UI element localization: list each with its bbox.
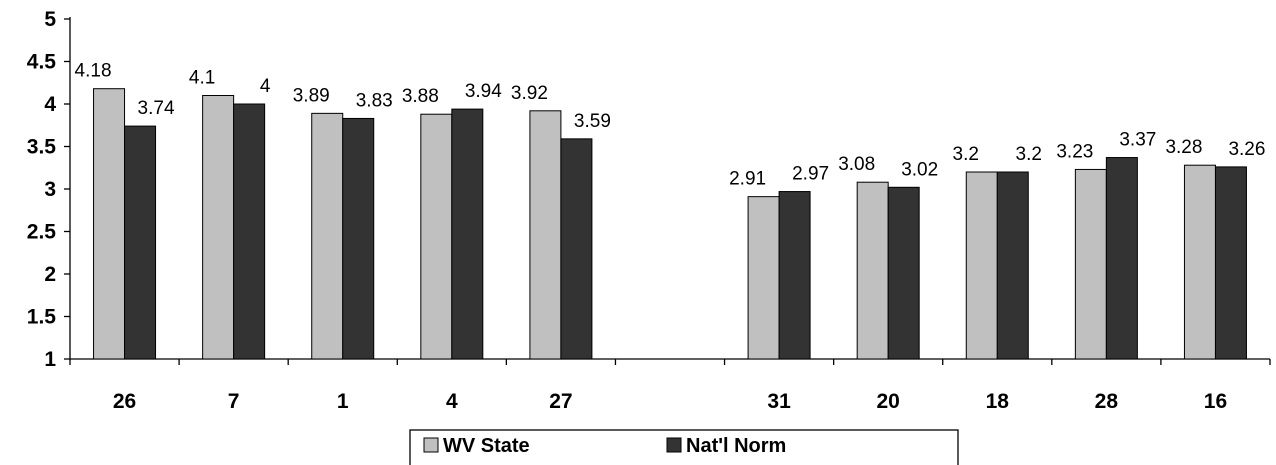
data-labels: 4.18 4.1 3.89 3.88 3.92 2.91 3.08 3.2 3.23 3.28 3.…	[75, 61, 1266, 190]
bar-wv-state	[747, 196, 780, 360]
data-label-nat-l-norm: 2.97	[792, 164, 829, 185]
bar-nat-l-norm	[778, 191, 811, 360]
data-label-wv-state: 3.2	[953, 144, 979, 165]
data-label-wv-state: 4.18	[75, 61, 112, 82]
legend-label-wv-state: WV State	[443, 435, 530, 457]
x-tick-label: 26	[113, 390, 136, 413]
y-tick-label: 1.5	[27, 306, 57, 329]
bar-nat-l-norm	[233, 103, 266, 360]
data-label-wv-state: 3.88	[402, 86, 439, 107]
data-label-nat-l-norm: 3.26	[1228, 139, 1265, 160]
legend-swatch-natl-norm	[666, 437, 682, 453]
data-label-nat-l-norm: 3.37	[1119, 130, 1156, 151]
legend-swatch-wv-state	[423, 437, 439, 453]
x-tick-label: 27	[549, 390, 572, 413]
y-tick-label: 2.5	[27, 221, 57, 244]
legend: WV State Nat'l Norm	[409, 429, 959, 465]
y-axis: 1 1.5 2 2.5 3 3.5 4 4.5 5	[27, 8, 71, 371]
bar-wv-state	[1074, 168, 1107, 360]
x-tick-label: 20	[877, 390, 900, 413]
x-tick-label: 28	[1095, 390, 1119, 413]
x-tick-label: 18	[986, 390, 1010, 413]
data-label-nat-l-norm: 3.02	[901, 159, 938, 180]
data-label-nat-l-norm: 3.2	[1016, 144, 1042, 165]
data-label-wv-state: 4.1	[189, 68, 215, 89]
bar-wv-state	[965, 171, 998, 360]
data-label-nat-l-norm: 3.94	[465, 81, 502, 102]
x-tick-label: 1	[337, 390, 349, 413]
bar-nat-l-norm	[996, 171, 1029, 360]
bar-wv-state	[1183, 164, 1216, 360]
bar-nat-l-norm	[887, 186, 920, 360]
legend-box	[409, 429, 959, 465]
y-tick-label: 1	[44, 348, 56, 371]
x-tick-label: 16	[1204, 390, 1227, 413]
y-tick-label: 3.5	[27, 136, 57, 159]
y-tick-label: 4	[44, 93, 56, 116]
legend-label-natl-norm: Nat'l Norm	[686, 435, 786, 457]
bar-wv-state	[856, 181, 889, 360]
bar-wv-state	[202, 95, 235, 360]
data-label-nat-l-norm: 4	[260, 76, 271, 97]
x-axis: 26 7 1 4 27 31 20 18 28 16	[69, 358, 1271, 413]
data-label-wv-state: 2.91	[729, 169, 766, 190]
y-tick-label: 3	[44, 178, 56, 201]
data-label-wv-state: 3.23	[1056, 141, 1093, 162]
bar-nat-l-norm	[1214, 166, 1247, 360]
bar-nat-l-norm	[1105, 157, 1138, 360]
bar-wv-state	[420, 113, 453, 360]
data-label-nat-l-norm: 3.74	[138, 98, 175, 119]
bar-nat-l-norm	[342, 117, 375, 360]
bar-wv-state	[529, 110, 562, 360]
y-tick-label: 5	[44, 8, 56, 31]
data-label-wv-state: 3.08	[838, 154, 875, 175]
bar-nat-l-norm	[451, 108, 484, 360]
bar-wv-state	[93, 88, 126, 360]
bars	[93, 88, 1247, 360]
bar-wv-state	[311, 112, 344, 360]
x-tick-label: 31	[767, 390, 791, 413]
y-tick-label: 4.5	[27, 51, 57, 74]
data-label-wv-state: 3.28	[1165, 137, 1202, 158]
y-tick-label: 2	[44, 263, 56, 286]
data-label-nat-l-norm: 3.59	[574, 111, 611, 132]
data-label-wv-state: 3.92	[511, 83, 548, 104]
bar-nat-l-norm	[124, 125, 157, 360]
data-label-nat-l-norm: 3.83	[356, 90, 393, 111]
data-label-wv-state: 3.89	[293, 85, 330, 106]
x-tick-label: 4	[446, 390, 458, 413]
bar-nat-l-norm	[560, 138, 593, 360]
x-tick-label: 7	[228, 390, 240, 413]
